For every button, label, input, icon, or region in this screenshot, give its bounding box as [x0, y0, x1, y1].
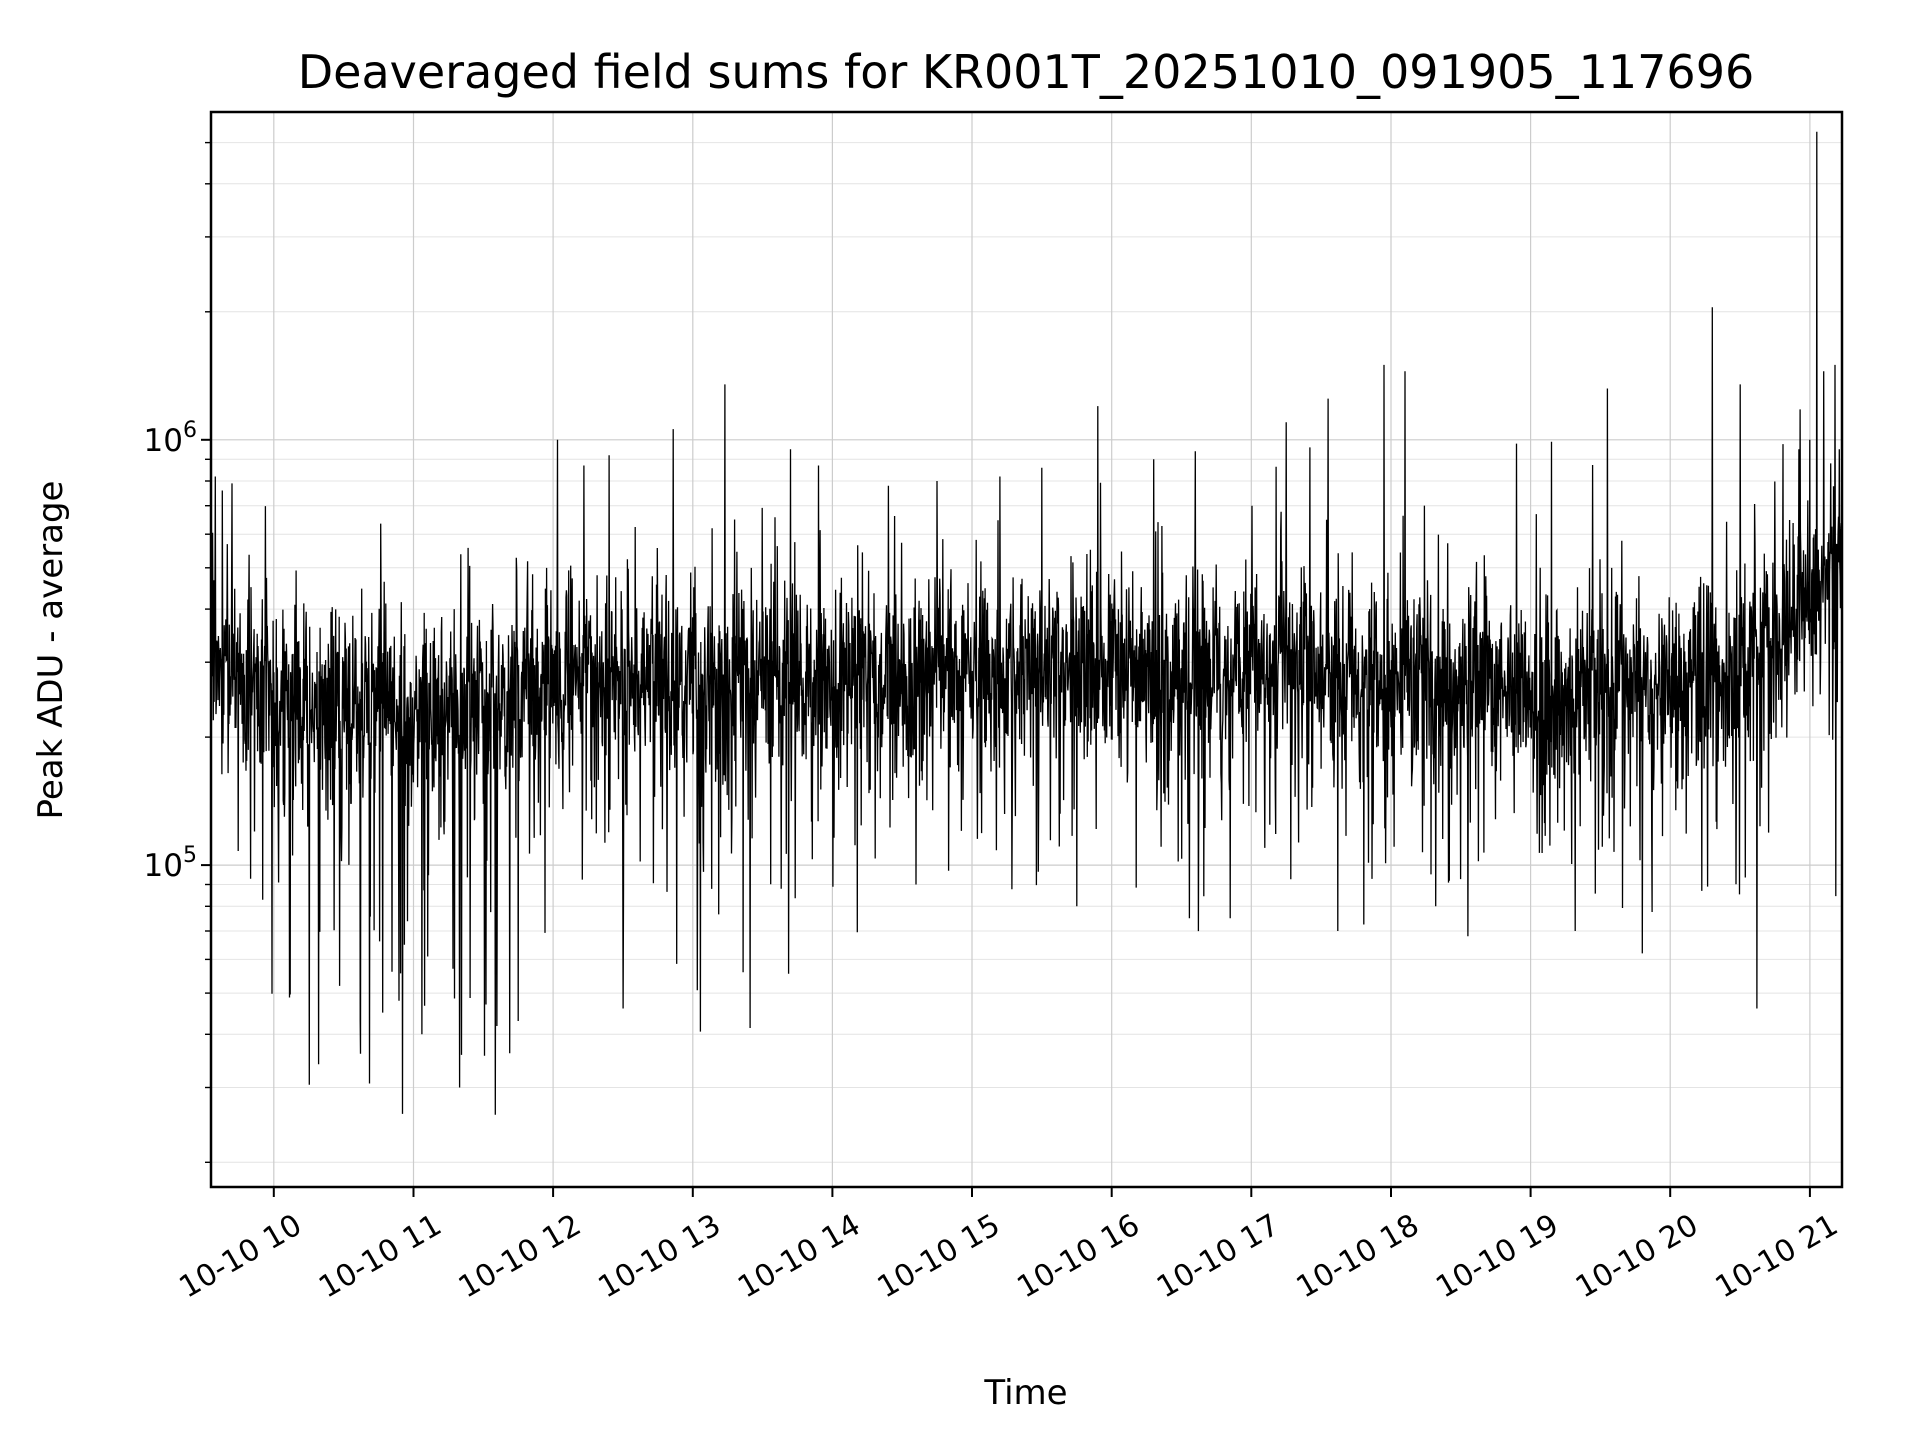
x-tick-label: 10-10 17 [1151, 1208, 1285, 1306]
grid-major-lines [211, 112, 1842, 1187]
y-axis-label: Peak ADU - average [31, 481, 71, 820]
x-tick-label: 10-10 20 [1570, 1208, 1704, 1306]
x-tick-label: 10-10 14 [732, 1208, 866, 1306]
axes-spines [209, 110, 1844, 1189]
x-tick-label: 10-10 10 [173, 1208, 307, 1306]
y-tick-label: 105 [144, 843, 197, 884]
x-tick-labels: 10-10 10 10-10 11 10-10 12 10-10 13 10-10 14… [173, 1208, 1843, 1306]
x-tick-label: 10-10 11 [313, 1208, 447, 1306]
y-tick-labels: 105 106 [144, 418, 197, 884]
axis-ticks [201, 141, 1811, 1197]
x-tick-label: 10-10 13 [592, 1208, 726, 1306]
grid-minor-lines [211, 142, 1842, 1163]
x-tick-label: 10-10 21 [1710, 1208, 1844, 1306]
y-tick-label: 106 [144, 418, 197, 459]
x-tick-label: 10-10 18 [1291, 1208, 1425, 1306]
x-tick-label: 10-10 16 [1011, 1208, 1145, 1306]
x-axis-label: Time [983, 1373, 1067, 1413]
x-tick-label: 10-10 12 [453, 1208, 587, 1306]
chart-title: Deaveraged field sums for KR001T_2025101… [298, 45, 1754, 99]
data-series-line [212, 131, 1841, 1115]
x-tick-label: 10-10 19 [1430, 1208, 1564, 1306]
x-tick-label: 10-10 15 [872, 1208, 1006, 1306]
